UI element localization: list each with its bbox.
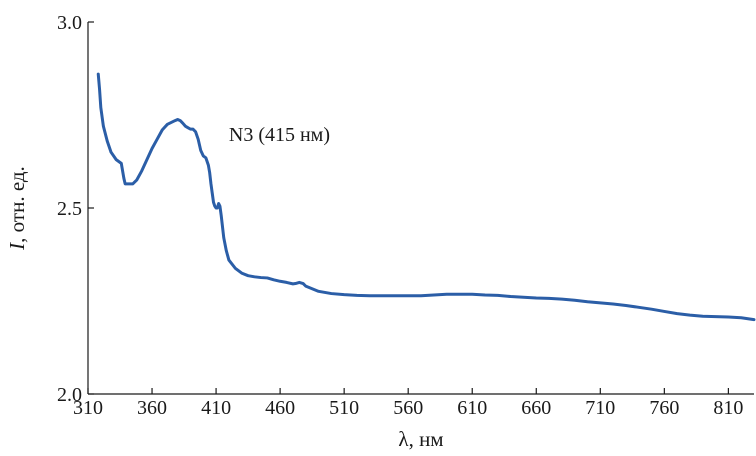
series-line	[96, 72, 756, 322]
x-tick-label: 360	[137, 397, 167, 419]
y-ticks: 2.0 2.5 3.0	[57, 12, 94, 406]
x-tick-label: 560	[393, 397, 423, 419]
x-tick-label: 810	[713, 397, 743, 419]
series-layer	[96, 72, 756, 322]
axes	[87, 22, 754, 395]
y-axis-title-symbol: I	[5, 242, 29, 251]
y-tick-label: 3.0	[57, 12, 82, 34]
x-tick-label: 710	[585, 397, 615, 419]
y-axis-title: I, отн. ед.	[5, 166, 29, 251]
x-tick-label: 460	[265, 397, 295, 419]
x-tick-label: 760	[649, 397, 679, 419]
x-tick-label: 410	[201, 397, 231, 419]
x-axis-title: λ, нм	[398, 427, 443, 451]
x-tick-label: 310	[73, 397, 103, 419]
y-axis-title-unit: , отн. ед.	[5, 166, 29, 243]
annotation-n3: N3 (415 нм)	[229, 124, 330, 146]
y-tick-label: 2.0	[57, 384, 82, 406]
x-ticks: 310 360 410 460 510 560 610 660 710 760 810	[73, 388, 743, 419]
x-tick-label: 660	[521, 397, 551, 419]
x-tick-label: 510	[329, 397, 359, 419]
y-tick-label: 2.5	[57, 198, 82, 220]
x-tick-label: 610	[457, 397, 487, 419]
